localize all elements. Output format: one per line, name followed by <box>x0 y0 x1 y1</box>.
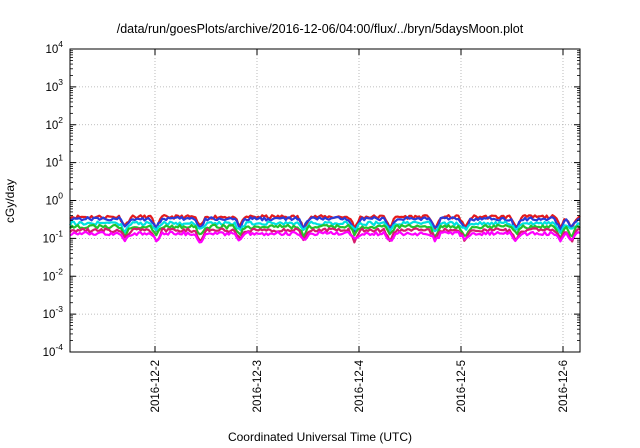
grid-lines <box>70 49 580 352</box>
x-tick-label: 2016-12-3 <box>252 360 264 412</box>
chart-title: /data/run/goesPlots/archive/2016-12-06/0… <box>116 22 524 36</box>
y-tick-label: 104 <box>45 39 63 56</box>
series-line <box>69 223 581 240</box>
y-tick-label: 103 <box>45 77 63 94</box>
x-axis-label: Coordinated Universal Time (UTC) <box>227 430 413 444</box>
y-tick-label: 10-4 <box>43 342 64 359</box>
series-line <box>69 220 581 234</box>
x-tick-label: 2016-12-5 <box>456 360 468 412</box>
x-tick-label: 2016-12-4 <box>354 359 366 412</box>
series-group <box>69 214 581 244</box>
y-tick-label: 102 <box>45 115 63 132</box>
x-tick-label: 2016-12-6 <box>558 360 570 412</box>
y-tick-label: 101 <box>45 153 63 170</box>
series-line <box>69 216 581 233</box>
y-tick-label: 10-3 <box>43 304 64 321</box>
y-tick-label: 10-1 <box>43 228 64 245</box>
y-tick-label: 100 <box>45 191 63 208</box>
series-line <box>69 230 581 244</box>
axis-ticks: 10-4 10-3 10-2 10-1 100 101 102 103 104 2016-12-2… <box>43 39 580 412</box>
y-tick-label: 10-2 <box>43 266 64 283</box>
x-tick-label: 2016-12-2 <box>150 360 162 412</box>
